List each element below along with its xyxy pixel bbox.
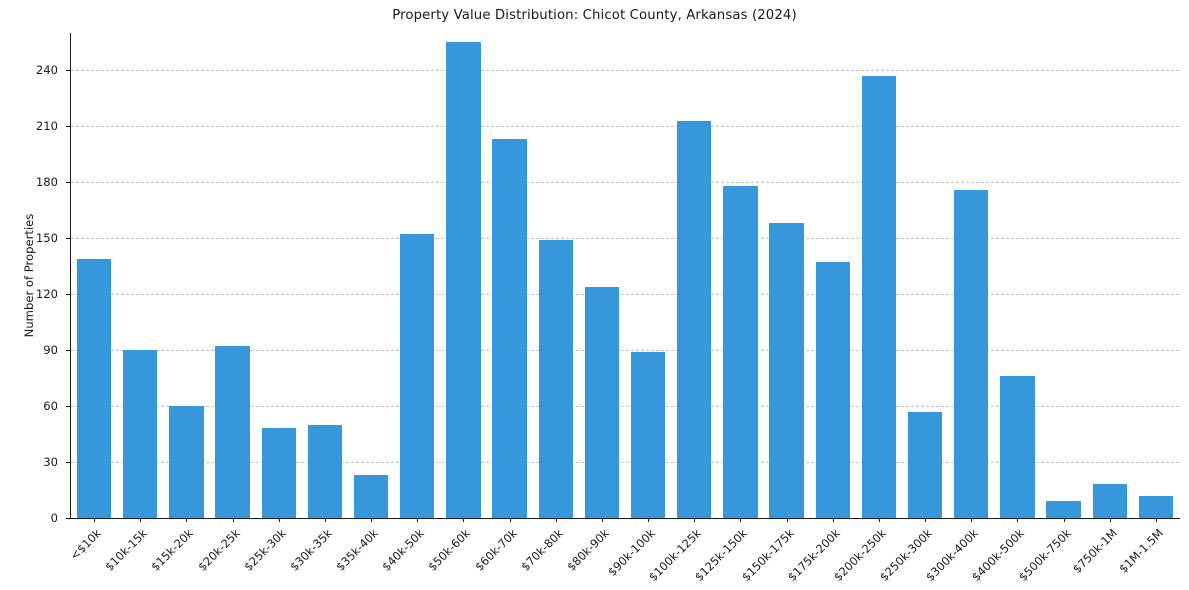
plot-area <box>71 33 1179 518</box>
y-tick-mark <box>66 406 70 408</box>
x-tick-mark <box>186 518 188 522</box>
bar <box>169 406 204 518</box>
y-tick-mark <box>66 350 70 352</box>
x-tick-mark <box>371 518 373 522</box>
y-axis-title: Number of Properties <box>22 213 36 338</box>
bar <box>307 424 343 518</box>
x-tick-mark <box>878 518 880 522</box>
x-tick-mark <box>832 518 834 522</box>
x-tick-mark <box>555 518 557 522</box>
x-tick-mark <box>601 518 603 522</box>
y-tick-mark <box>66 182 70 184</box>
x-tick-mark <box>1155 518 1157 522</box>
bar <box>584 286 620 518</box>
bar-series <box>71 33 1179 518</box>
bar <box>400 234 435 518</box>
x-tick-mark <box>509 518 511 522</box>
y-tick-mark <box>66 70 70 72</box>
bar <box>907 411 943 518</box>
bar <box>1092 484 1127 518</box>
x-tick-mark <box>925 518 927 522</box>
x-tick-mark <box>694 518 696 522</box>
y-axis-spine <box>70 33 71 518</box>
y-tick-label: 240 <box>35 63 58 78</box>
bar <box>492 139 527 518</box>
bar <box>954 189 989 518</box>
y-tick-label: 120 <box>35 287 58 302</box>
bar <box>538 240 573 518</box>
y-tick-mark <box>66 238 70 240</box>
y-tick-label: 30 <box>43 455 58 470</box>
x-tick-mark <box>971 518 973 522</box>
x-tick-mark <box>417 518 419 522</box>
bar <box>1138 495 1174 518</box>
x-tick-mark <box>278 518 280 522</box>
bar <box>123 350 158 518</box>
x-tick-mark <box>1063 518 1065 522</box>
bar <box>353 475 389 518</box>
bar <box>861 75 897 518</box>
x-tick-mark <box>324 518 326 522</box>
y-tick-label: 0 <box>50 511 58 525</box>
bar <box>215 346 250 518</box>
bar <box>1046 501 1081 518</box>
x-tick-mark <box>1109 518 1111 522</box>
x-tick-mark <box>786 518 788 522</box>
x-tick-mark <box>740 518 742 522</box>
y-axis-title-wrapper: Number of Properties <box>8 33 36 518</box>
bar <box>261 428 296 518</box>
bar <box>769 223 804 518</box>
bar <box>1000 376 1035 518</box>
x-tick-mark <box>94 518 96 522</box>
y-tick-mark <box>66 126 70 128</box>
y-tick-mark <box>66 518 70 519</box>
bar <box>76 258 112 518</box>
bar <box>446 42 481 518</box>
y-tick-label: 180 <box>35 175 58 190</box>
x-tick-mark <box>232 518 234 522</box>
bar <box>677 120 712 518</box>
y-tick-label: 90 <box>43 343 58 358</box>
x-tick-mark <box>648 518 650 522</box>
x-tick-mark <box>140 518 142 522</box>
bar <box>630 351 666 518</box>
chart-title: Property Value Distribution: Chicot Coun… <box>392 8 797 23</box>
x-tick-mark <box>463 518 465 522</box>
bar <box>723 185 758 518</box>
y-tick-label: 60 <box>43 399 58 414</box>
bar <box>815 262 850 518</box>
x-axis-spine <box>70 518 1180 519</box>
y-tick-label: 210 <box>35 119 58 134</box>
y-tick-mark <box>66 294 70 296</box>
y-tick-mark <box>66 462 70 464</box>
x-tick-mark <box>1017 518 1019 522</box>
y-tick-label: 150 <box>35 231 58 246</box>
